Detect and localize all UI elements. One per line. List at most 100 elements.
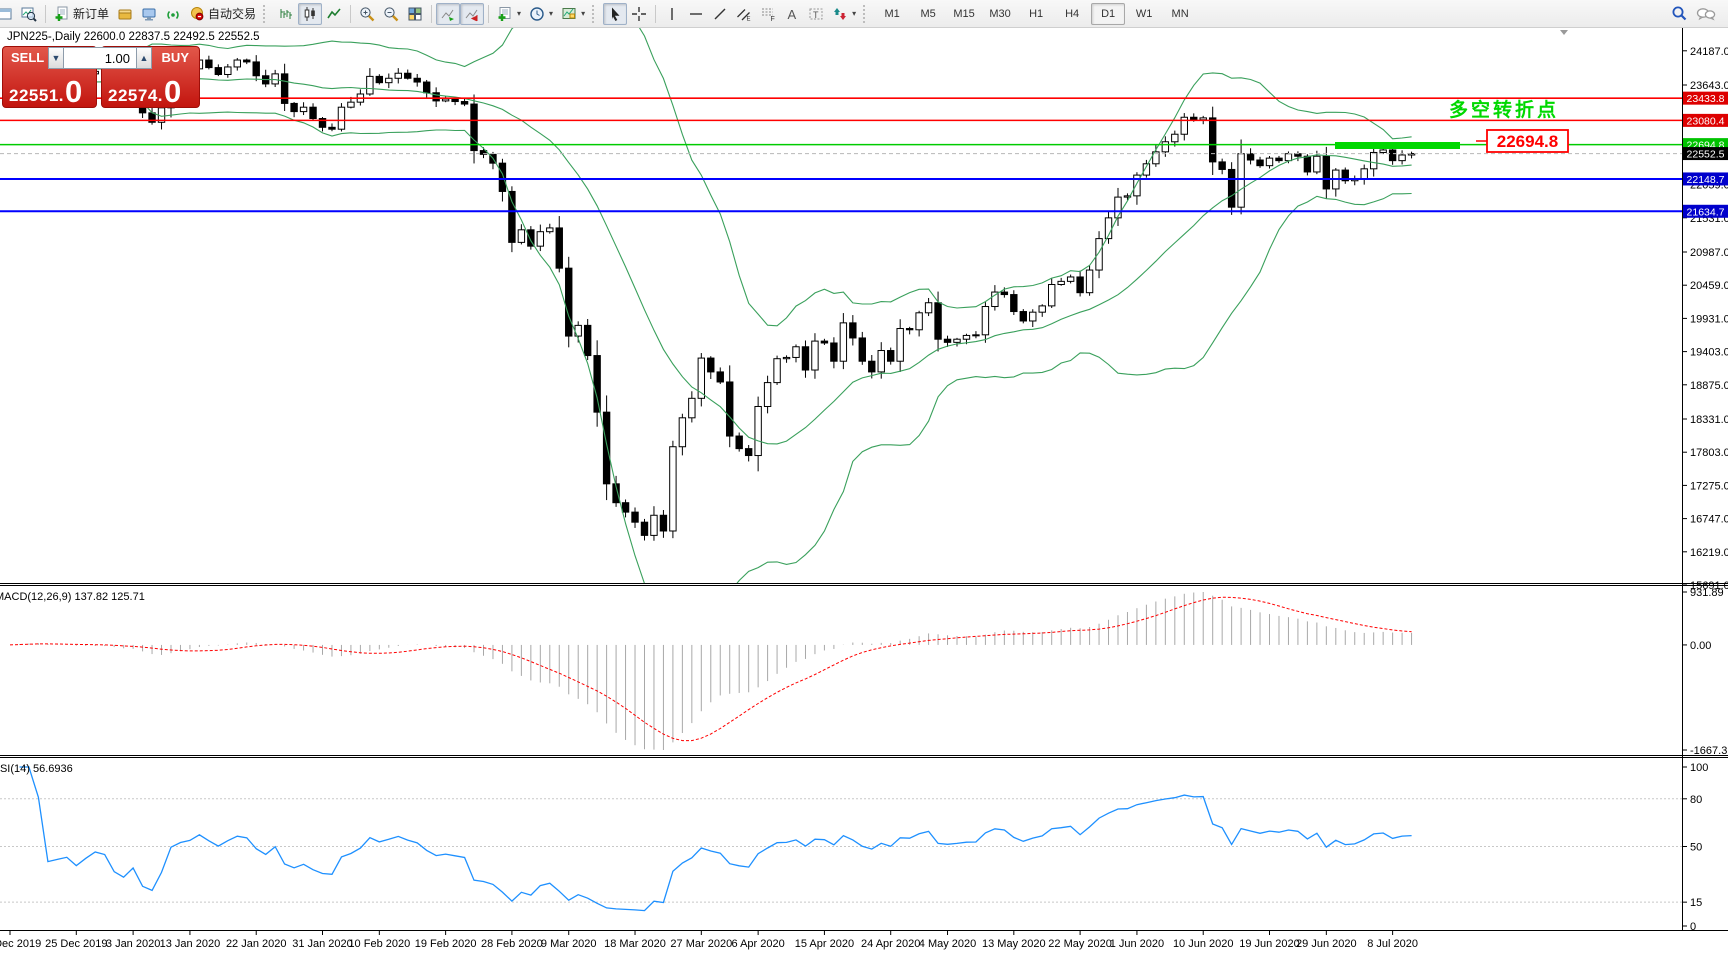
- macd-panel[interactable]: [9, 592, 1413, 750]
- toolbar-drag-handle[interactable]: [863, 4, 869, 23]
- fibonacci-tool-button[interactable]: F: [756, 3, 780, 25]
- indicators-icon: [498, 6, 511, 21]
- date-tick-label: 24 Apr 2020: [861, 938, 920, 950]
- chart-shift-button[interactable]: [460, 2, 485, 25]
- volume-input[interactable]: [64, 47, 136, 69]
- macd-signal-line: [9, 596, 1412, 742]
- volume-stepper: ▼ ▲: [48, 47, 152, 69]
- sell-price-main: 22551.: [9, 86, 64, 105]
- vertical-line-tool-button[interactable]: [660, 3, 684, 25]
- dropdown-caret-icon: ▾: [549, 9, 554, 18]
- price-tick-label: 24187.0: [1690, 46, 1728, 58]
- horizontal-line-icon: [690, 12, 703, 15]
- crosshair-button[interactable]: [627, 3, 651, 25]
- fibonacci-icon: F: [762, 8, 775, 22]
- text-tool-button[interactable]: A: [780, 3, 804, 25]
- volume-decrease-button[interactable]: ▼: [48, 47, 64, 69]
- arrows-tool-button[interactable]: ▾: [828, 3, 860, 25]
- date-tick-label: 10 Feb 2020: [348, 938, 410, 950]
- date-tick-label: 25 Dec 2019: [45, 938, 107, 950]
- chart-nav-marker-icon[interactable]: [1560, 30, 1568, 35]
- zoom-in-button[interactable]: [355, 3, 379, 25]
- clipped-window-button[interactable]: [0, 3, 17, 25]
- equidistant-channel-tool-button[interactable]: E: [732, 3, 756, 25]
- dropdown-caret-icon: ▾: [852, 9, 857, 18]
- crosshair-icon: [632, 6, 647, 21]
- cursor-button[interactable]: [603, 2, 628, 25]
- svg-text:A: A: [788, 7, 797, 22]
- toolbar-drag-handle[interactable]: [592, 4, 598, 23]
- timeframe-W1[interactable]: W1: [1135, 7, 1153, 20]
- timeframe-H1[interactable]: H1: [1029, 7, 1044, 20]
- date-tick-label: 16 Dec 2019: [0, 938, 41, 950]
- zoom-out-icon: [384, 6, 399, 21]
- tile-windows-icon: [408, 7, 422, 20]
- label-tool-button[interactable]: T: [804, 3, 828, 25]
- candlestick-mode-button[interactable]: [298, 2, 323, 25]
- price-tick-label: 17275.0: [1690, 480, 1728, 492]
- rsi-panel[interactable]: [0, 766, 1682, 912]
- strategy-tester-button[interactable]: [17, 3, 41, 25]
- candlestick-series: [6, 53, 1416, 541]
- tile-windows-button[interactable]: [403, 3, 427, 25]
- mql5-community-button[interactable]: [137, 3, 161, 25]
- macd-tick-label: 931.89: [1690, 587, 1724, 599]
- price-axis[interactable]: 24187.023643.022059.021531.020987.020459…: [1682, 46, 1728, 933]
- search-button[interactable]: [1667, 3, 1692, 25]
- zoom-out-button[interactable]: [379, 3, 403, 25]
- chart-title-ohlc: JPN225-,Daily 22600.0 22837.5 22492.5 22…: [7, 31, 260, 43]
- date-tick-label: 31 Jan 2020: [292, 938, 353, 950]
- date-tick-label: 28 Feb 2020: [481, 938, 543, 950]
- indicators-button[interactable]: ▾: [493, 3, 525, 25]
- timeframe-MN[interactable]: MN: [1171, 7, 1189, 20]
- signal-waves-icon: [167, 10, 179, 19]
- text-a-icon: A: [788, 7, 797, 22]
- new-order-label: 新订单: [73, 7, 110, 21]
- price-callout-box[interactable]: [1486, 129, 1569, 153]
- bar-chart-icon: [280, 8, 293, 19]
- new-order-icon: [55, 6, 68, 21]
- templates-button[interactable]: ▾: [557, 3, 589, 25]
- one-click-trading-panel: SELL 22551.0 BUY 22574.0 ▼ ▲: [2, 46, 200, 108]
- turning-point-annotation[interactable]: 多空转折点: [1449, 98, 1559, 121]
- rsi-tick-label: 100: [1690, 762, 1708, 774]
- trendline-tool-button[interactable]: [708, 3, 732, 25]
- volume-increase-button[interactable]: ▲: [136, 47, 152, 69]
- horizontal-line-tool-button[interactable]: [684, 3, 708, 25]
- price-line-badge: [1683, 204, 1728, 218]
- timeframe-D1[interactable]: D1: [1091, 2, 1126, 25]
- auto-trading-button[interactable]: 自动交易: [185, 3, 260, 25]
- macd-tick-label: -1667.31: [1690, 745, 1728, 757]
- timeframe-H4[interactable]: H4: [1065, 7, 1080, 20]
- price-line-badge-text: 21634.7: [1687, 206, 1725, 218]
- bar-chart-mode-button[interactable]: [274, 3, 298, 25]
- line-chart-icon: [327, 7, 341, 18]
- timeframe-M15[interactable]: M15: [953, 7, 975, 20]
- search-icon: [1672, 6, 1687, 21]
- timeframe-M5[interactable]: M5: [920, 7, 936, 20]
- timeframe-M1[interactable]: M1: [884, 7, 900, 20]
- date-tick-label: 29 Jun 2020: [1296, 938, 1357, 950]
- auto-scroll-button[interactable]: [436, 2, 461, 25]
- price-tick-label: 18875.0: [1690, 380, 1728, 392]
- history-center-button[interactable]: [113, 3, 137, 25]
- new-order-button[interactable]: 新订单: [50, 3, 113, 25]
- date-tick-label: 3 Jan 2020: [106, 938, 160, 950]
- main-price-panel[interactable]: 多空转折点 22694.8: [0, 28, 1682, 623]
- chart-magnifier-icon: [21, 7, 37, 22]
- toolbar-drag-handle[interactable]: [263, 4, 269, 23]
- price-chart[interactable]: 多空转折点 22694.8 JPN225-,Daily 22600.0 22837.…: [0, 28, 1728, 954]
- price-tick-label: 20459.0: [1690, 280, 1728, 292]
- periods-button[interactable]: ▾: [525, 3, 557, 25]
- line-chart-mode-button[interactable]: [322, 3, 346, 25]
- rsi-tick-label: 80: [1690, 794, 1702, 806]
- signals-button[interactable]: [161, 3, 185, 25]
- template-icon: [562, 7, 576, 19]
- chat-button[interactable]: [1692, 3, 1720, 25]
- resistance-highlight-bar[interactable]: [1335, 142, 1460, 149]
- timeframe-M30[interactable]: M30: [989, 7, 1011, 20]
- date-tick-label: 1 Jun 2020: [1110, 938, 1164, 950]
- date-tick-label: 19 Jun 2020: [1239, 938, 1300, 950]
- price-tick-label: 19931.0: [1690, 313, 1728, 325]
